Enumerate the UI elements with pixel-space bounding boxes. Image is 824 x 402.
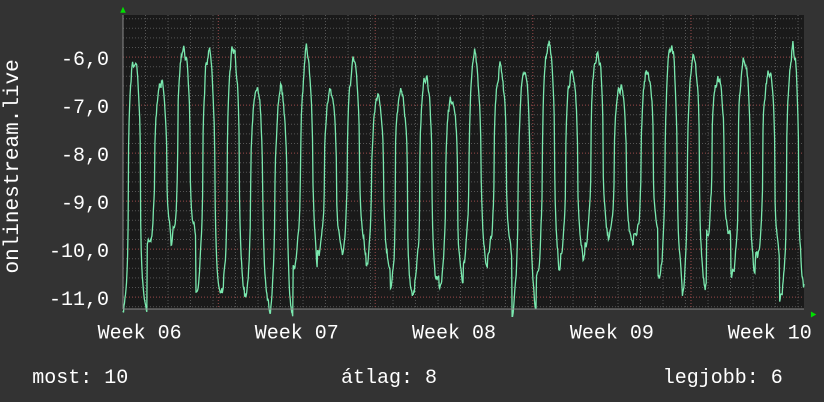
svg-text:-10,0: -10,0 (49, 241, 109, 264)
svg-text:Week 08: Week 08 (412, 323, 496, 346)
svg-text:Week 07: Week 07 (255, 323, 339, 346)
svg-text:átlag: 8: átlag: 8 (341, 367, 437, 390)
svg-text:-11,0: -11,0 (49, 289, 109, 312)
svg-text:-7,0: -7,0 (61, 97, 109, 120)
svg-text:Week 06: Week 06 (98, 323, 182, 346)
svg-text:legjobb: 6: legjobb: 6 (663, 367, 783, 390)
svg-text:-6,0: -6,0 (61, 49, 109, 72)
svg-text:onlinestream.live: onlinestream.live (2, 59, 25, 273)
svg-text:Week 09: Week 09 (570, 323, 654, 346)
svg-text:-9,0: -9,0 (61, 193, 109, 216)
svg-text:Week 10: Week 10 (728, 323, 812, 346)
svg-text:most: 10: most: 10 (32, 367, 128, 390)
svg-text:-8,0: -8,0 (61, 145, 109, 168)
